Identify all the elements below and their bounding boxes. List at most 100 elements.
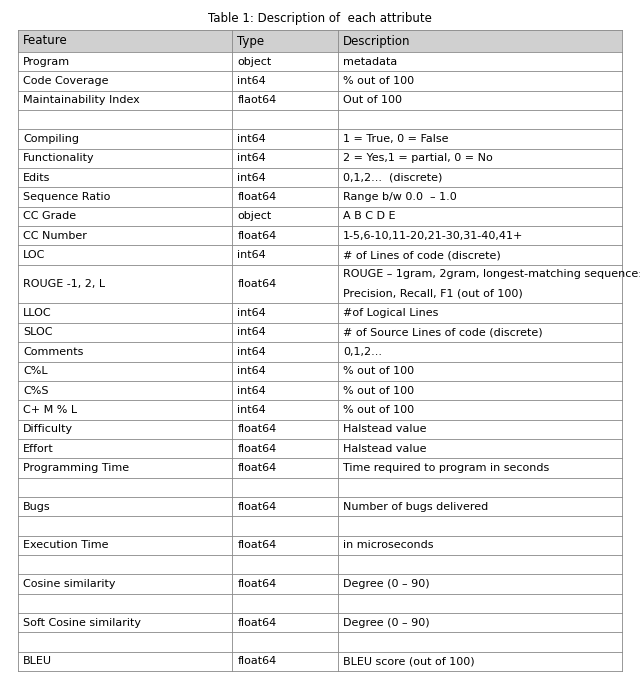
Text: float64: float64: [237, 656, 276, 666]
Text: float64: float64: [237, 231, 276, 241]
Text: in microseconds: in microseconds: [343, 540, 434, 550]
Bar: [18, 110, 622, 129]
Text: Functionality: Functionality: [23, 153, 95, 163]
Text: Degree (0 – 90): Degree (0 – 90): [343, 618, 429, 628]
Text: float64: float64: [237, 579, 276, 589]
Text: int64: int64: [237, 347, 266, 357]
Text: % out of 100: % out of 100: [343, 76, 414, 86]
Text: ROUGE – 1gram, 2gram, longest-matching sequence:: ROUGE – 1gram, 2gram, longest-matching s…: [343, 270, 640, 279]
Bar: [18, 594, 622, 613]
Text: Programming Time: Programming Time: [23, 463, 129, 473]
Bar: [18, 30, 622, 52]
Text: float64: float64: [237, 443, 276, 454]
Text: float64: float64: [237, 502, 276, 511]
Text: CC Number: CC Number: [23, 231, 87, 241]
Text: Description: Description: [343, 35, 411, 48]
Bar: [18, 226, 622, 245]
Text: Bugs: Bugs: [23, 502, 51, 511]
Text: Halstead value: Halstead value: [343, 443, 427, 454]
Bar: [18, 265, 622, 304]
Text: C%L: C%L: [23, 366, 47, 376]
Text: int64: int64: [237, 153, 266, 163]
Text: Code Coverage: Code Coverage: [23, 76, 109, 86]
Text: % out of 100: % out of 100: [343, 405, 414, 415]
Text: flaot64: flaot64: [237, 95, 276, 106]
Text: Effort: Effort: [23, 443, 54, 454]
Text: Execution Time: Execution Time: [23, 540, 109, 550]
Text: % out of 100: % out of 100: [343, 385, 414, 396]
Bar: [18, 555, 622, 574]
Text: 0,1,2...  (discrete): 0,1,2... (discrete): [343, 173, 442, 183]
Text: Edits: Edits: [23, 173, 51, 183]
Bar: [18, 342, 622, 362]
Text: Cosine similarity: Cosine similarity: [23, 579, 115, 589]
Bar: [18, 535, 622, 555]
Text: LLOC: LLOC: [23, 308, 52, 318]
Text: Degree (0 – 90): Degree (0 – 90): [343, 579, 429, 589]
Text: Difficulty: Difficulty: [23, 424, 73, 434]
Bar: [18, 187, 622, 207]
Text: float64: float64: [237, 463, 276, 473]
Text: ROUGE -1, 2, L: ROUGE -1, 2, L: [23, 279, 105, 289]
Text: Range b/w 0.0  – 1.0: Range b/w 0.0 – 1.0: [343, 192, 457, 202]
Text: Soft Cosine similarity: Soft Cosine similarity: [23, 618, 141, 628]
Text: Halstead value: Halstead value: [343, 424, 427, 434]
Text: BLEU score (out of 100): BLEU score (out of 100): [343, 656, 475, 666]
Text: 1 = True, 0 = False: 1 = True, 0 = False: [343, 134, 449, 144]
Text: C+ M % L: C+ M % L: [23, 405, 77, 415]
Text: Sequence Ratio: Sequence Ratio: [23, 192, 110, 202]
Text: object: object: [237, 57, 271, 67]
Bar: [18, 52, 622, 72]
Text: LOC: LOC: [23, 250, 45, 260]
Text: 0,1,2...: 0,1,2...: [343, 347, 382, 357]
Text: Table 1: Description of  each attribute: Table 1: Description of each attribute: [208, 12, 432, 25]
Text: int64: int64: [237, 76, 266, 86]
Bar: [18, 633, 622, 652]
Text: Maintainability Index: Maintainability Index: [23, 95, 140, 106]
Text: float64: float64: [237, 192, 276, 202]
Bar: [18, 497, 622, 516]
Bar: [18, 400, 622, 419]
Text: Feature: Feature: [23, 35, 68, 48]
Text: Type: Type: [237, 35, 264, 48]
Bar: [18, 91, 622, 110]
Bar: [18, 381, 622, 400]
Bar: [18, 245, 622, 265]
Text: int64: int64: [237, 134, 266, 144]
Bar: [18, 516, 622, 535]
Text: metadata: metadata: [343, 57, 397, 67]
Text: int64: int64: [237, 385, 266, 396]
Text: C%S: C%S: [23, 385, 49, 396]
Bar: [18, 574, 622, 594]
Text: BLEU: BLEU: [23, 656, 52, 666]
Bar: [18, 439, 622, 458]
Text: object: object: [237, 211, 271, 221]
Text: #of Logical Lines: #of Logical Lines: [343, 308, 438, 318]
Bar: [18, 168, 622, 187]
Text: 1-5,6-10,11-20,21-30,31-40,41+: 1-5,6-10,11-20,21-30,31-40,41+: [343, 231, 524, 241]
Bar: [18, 148, 622, 168]
Text: float64: float64: [237, 540, 276, 550]
Bar: [18, 477, 622, 497]
Text: Time required to program in seconds: Time required to program in seconds: [343, 463, 549, 473]
Text: int64: int64: [237, 328, 266, 338]
Text: float64: float64: [237, 424, 276, 434]
Text: float64: float64: [237, 279, 276, 289]
Text: A B C D E: A B C D E: [343, 211, 396, 221]
Text: % out of 100: % out of 100: [343, 366, 414, 376]
Text: Number of bugs delivered: Number of bugs delivered: [343, 502, 488, 511]
Text: # of Source Lines of code (discrete): # of Source Lines of code (discrete): [343, 328, 543, 338]
Bar: [18, 129, 622, 148]
Text: # of Lines of code (discrete): # of Lines of code (discrete): [343, 250, 501, 260]
Text: int64: int64: [237, 250, 266, 260]
Bar: [18, 458, 622, 477]
Text: float64: float64: [237, 618, 276, 628]
Text: Precision, Recall, F1 (out of 100): Precision, Recall, F1 (out of 100): [343, 289, 523, 299]
Bar: [18, 419, 622, 439]
Text: CC Grade: CC Grade: [23, 211, 76, 221]
Bar: [18, 72, 622, 91]
Bar: [18, 362, 622, 381]
Text: int64: int64: [237, 173, 266, 183]
Bar: [18, 652, 622, 671]
Text: int64: int64: [237, 308, 266, 318]
